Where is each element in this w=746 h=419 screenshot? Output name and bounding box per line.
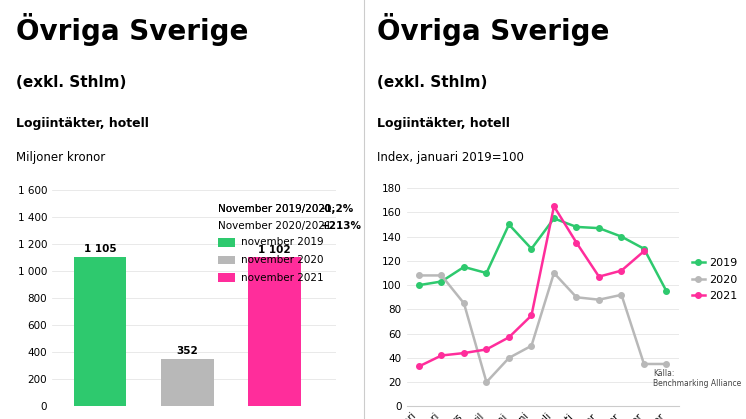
Text: Logiintäkter, hotell: Logiintäkter, hotell <box>377 117 510 130</box>
2019 <box>662 289 671 294</box>
Bar <box>248 257 301 406</box>
Text: November 2019/2021:: November 2019/2021: <box>218 204 339 215</box>
2020 <box>437 273 446 278</box>
Text: november 2021: november 2021 <box>242 273 324 283</box>
2020 <box>617 292 626 297</box>
2020 <box>572 295 581 300</box>
Text: November 2019/2021: -0,2%: November 2019/2021: -0,2% <box>218 204 369 215</box>
Text: -0,2%: -0,2% <box>321 204 354 215</box>
Text: November 2020/2021:: November 2020/2021: <box>218 221 339 231</box>
Line: 2021: 2021 <box>416 204 647 369</box>
Text: Index, januari 2019=100: Index, januari 2019=100 <box>377 151 524 164</box>
2019 <box>482 271 491 276</box>
2019 <box>595 225 604 230</box>
Legend: 2019, 2020, 2021: 2019, 2020, 2021 <box>687 253 742 306</box>
Text: Övriga Sverige: Övriga Sverige <box>377 13 609 46</box>
2020 <box>482 380 491 385</box>
2021 <box>504 335 513 340</box>
2019 <box>437 279 446 284</box>
2020 <box>662 362 671 367</box>
Text: 1 105: 1 105 <box>84 244 116 254</box>
Text: Övriga Sverige: Övriga Sverige <box>16 13 248 46</box>
Line: 2019: 2019 <box>416 216 669 294</box>
2021 <box>482 347 491 352</box>
Bar <box>161 359 213 406</box>
2019 <box>639 246 648 251</box>
2020 <box>550 271 559 276</box>
Bar <box>218 256 236 264</box>
2019 <box>617 234 626 239</box>
2021 <box>550 204 559 209</box>
Text: Logiintäkter, hotell: Logiintäkter, hotell <box>16 117 149 130</box>
2020 <box>504 355 513 360</box>
Text: +213%: +213% <box>321 221 362 231</box>
Bar <box>218 238 236 247</box>
Text: Miljoner kronor: Miljoner kronor <box>16 151 106 164</box>
2021 <box>437 353 446 358</box>
2021 <box>639 248 648 253</box>
2021 <box>595 274 604 279</box>
2020 <box>595 297 604 302</box>
2019 <box>504 222 513 227</box>
2020 <box>639 362 648 367</box>
Text: (exkl. Sthlm): (exkl. Sthlm) <box>377 75 487 91</box>
2020 <box>415 273 424 278</box>
Text: November 2019/2021:: November 2019/2021: <box>218 204 339 215</box>
2021 <box>415 364 424 369</box>
Text: november 2019: november 2019 <box>242 238 324 247</box>
Text: 1 102: 1 102 <box>258 245 291 255</box>
2021 <box>527 313 536 318</box>
Text: Källa:
Benchmarking Alliance: Källa: Benchmarking Alliance <box>653 369 741 388</box>
Text: november 2020: november 2020 <box>242 255 324 265</box>
2019 <box>527 246 536 251</box>
Bar <box>218 273 236 282</box>
2019 <box>550 216 559 221</box>
2021 <box>572 240 581 245</box>
2019 <box>460 264 468 269</box>
2021 <box>460 351 468 356</box>
2021 <box>617 268 626 273</box>
Line: 2020: 2020 <box>416 270 669 385</box>
2019 <box>415 283 424 288</box>
2020 <box>527 343 536 348</box>
2020 <box>460 301 468 306</box>
Text: (exkl. Sthlm): (exkl. Sthlm) <box>16 75 127 91</box>
Text: 352: 352 <box>177 346 198 356</box>
2019 <box>572 225 581 230</box>
Bar <box>74 256 126 406</box>
